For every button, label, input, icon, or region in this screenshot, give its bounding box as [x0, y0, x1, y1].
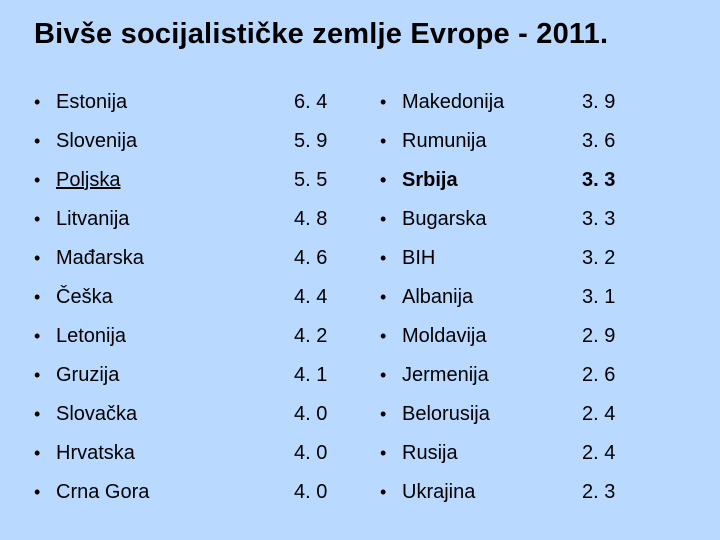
bullet-icon: •: [34, 280, 56, 315]
country-value: 4. 1: [294, 356, 344, 395]
bullet-icon: •: [34, 163, 56, 198]
country-value: 3. 9: [582, 83, 632, 122]
country-value: 4. 0: [294, 434, 344, 473]
list-item: •Slovačka4. 0: [34, 395, 344, 434]
bullet-icon: •: [380, 241, 402, 276]
bullet-icon: •: [34, 124, 56, 159]
bullet-icon: •: [34, 436, 56, 471]
list-item: •Belorusija2. 4: [380, 395, 690, 434]
bullet-icon: •: [34, 475, 56, 510]
country-label: Ukrajina: [402, 473, 582, 512]
country-label: Rusija: [402, 434, 582, 473]
bullet-icon: •: [380, 280, 402, 315]
left-column: •Estonija6. 4•Slovenija5. 9•Poljska5. 5•…: [34, 83, 344, 512]
list-item: •Poljska5. 5: [34, 161, 344, 200]
list-item: •Slovenija5. 9: [34, 122, 344, 161]
country-label: BIH: [402, 239, 582, 278]
country-label: Makedonija: [402, 83, 582, 122]
country-label: Gruzija: [56, 356, 294, 395]
country-value: 2. 9: [582, 317, 632, 356]
country-label: Slovačka: [56, 395, 294, 434]
country-value: 2. 6: [582, 356, 632, 395]
country-label: Moldavija: [402, 317, 582, 356]
country-value: 5. 5: [294, 161, 344, 200]
country-label: Slovenija: [56, 122, 294, 161]
country-label: Češka: [56, 278, 294, 317]
country-value: 4. 0: [294, 395, 344, 434]
slide: Bivše socijalističke zemlje Evrope - 201…: [0, 0, 720, 540]
list-item: •Makedonija3. 9: [380, 83, 690, 122]
bullet-icon: •: [380, 124, 402, 159]
country-value: 3. 1: [582, 278, 632, 317]
bullet-icon: •: [380, 475, 402, 510]
country-label: Hrvatska: [56, 434, 294, 473]
country-label: Srbija: [402, 161, 582, 200]
country-label: Jermenija: [402, 356, 582, 395]
bullet-icon: •: [380, 319, 402, 354]
list-item: •Letonija4. 2: [34, 317, 344, 356]
country-label: Litvanija: [56, 200, 294, 239]
country-value: 4. 2: [294, 317, 344, 356]
bullet-icon: •: [34, 241, 56, 276]
bullet-icon: •: [34, 397, 56, 432]
list-item: •Rusija2. 4: [380, 434, 690, 473]
country-label: Letonija: [56, 317, 294, 356]
country-label: Poljska: [56, 161, 294, 200]
list-item: •Ukrajina2. 3: [380, 473, 690, 512]
bullet-icon: •: [34, 319, 56, 354]
country-value: 2. 3: [582, 473, 632, 512]
country-value: 3. 2: [582, 239, 632, 278]
country-label: Estonija: [56, 83, 294, 122]
bullet-icon: •: [380, 436, 402, 471]
country-value: 4. 4: [294, 278, 344, 317]
bullet-icon: •: [380, 85, 402, 120]
country-value: 4. 0: [294, 473, 344, 512]
bullet-icon: •: [380, 163, 402, 198]
list-item: •Albanija3. 1: [380, 278, 690, 317]
list-item: •Rumunija3. 6: [380, 122, 690, 161]
bullet-icon: •: [380, 202, 402, 237]
list-item: •BIH3. 2: [380, 239, 690, 278]
country-label: Rumunija: [402, 122, 582, 161]
list-item: •Litvanija4. 8: [34, 200, 344, 239]
two-column-layout: •Estonija6. 4•Slovenija5. 9•Poljska5. 5•…: [34, 83, 690, 512]
bullet-icon: •: [34, 85, 56, 120]
list-item: •Mađarska4. 6: [34, 239, 344, 278]
country-value: 2. 4: [582, 434, 632, 473]
country-value: 3. 6: [582, 122, 632, 161]
list-item: •Jermenija2. 6: [380, 356, 690, 395]
bullet-icon: •: [34, 358, 56, 393]
country-value: 5. 9: [294, 122, 344, 161]
slide-title: Bivše socijalističke zemlje Evrope - 201…: [34, 18, 690, 51]
bullet-icon: •: [380, 397, 402, 432]
list-item: •Estonija6. 4: [34, 83, 344, 122]
list-item: •Češka4. 4: [34, 278, 344, 317]
country-value: 6. 4: [294, 83, 344, 122]
country-value: 3. 3: [582, 200, 632, 239]
country-value: 2. 4: [582, 395, 632, 434]
list-item: •Bugarska3. 3: [380, 200, 690, 239]
bullet-icon: •: [380, 358, 402, 393]
country-label: Bugarska: [402, 200, 582, 239]
list-item: •Gruzija4. 1: [34, 356, 344, 395]
country-label: Crna Gora: [56, 473, 294, 512]
list-item: •Srbija3. 3: [380, 161, 690, 200]
right-column: •Makedonija3. 9•Rumunija3. 6•Srbija3. 3•…: [380, 83, 690, 512]
country-label: Mađarska: [56, 239, 294, 278]
country-label: Belorusija: [402, 395, 582, 434]
list-item: •Hrvatska4. 0: [34, 434, 344, 473]
list-item: •Moldavija2. 9: [380, 317, 690, 356]
country-value: 4. 6: [294, 239, 344, 278]
country-value: 4. 8: [294, 200, 344, 239]
country-label: Albanija: [402, 278, 582, 317]
list-item: •Crna Gora4. 0: [34, 473, 344, 512]
bullet-icon: •: [34, 202, 56, 237]
country-value: 3. 3: [582, 161, 632, 200]
